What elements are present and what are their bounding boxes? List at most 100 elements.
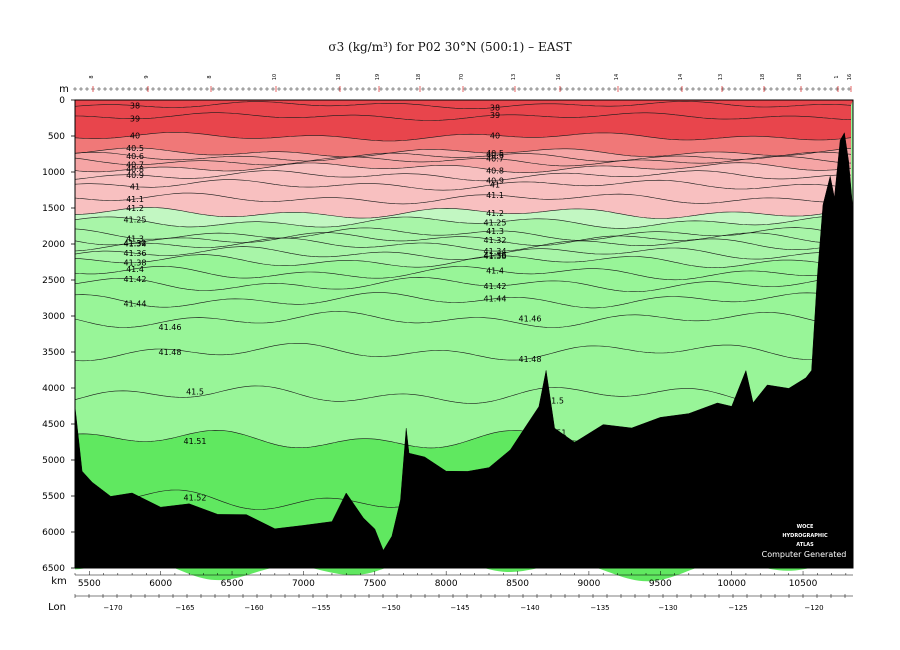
lon-tick-label: −160	[244, 604, 263, 612]
woce-watermark: WOCE HYDROGRAPHIC ATLAS Computer Generated	[762, 524, 847, 559]
lon-tick-label: −120	[804, 604, 823, 612]
isopycnal-line	[74, 179, 852, 191]
contour-label: 41.5	[186, 388, 204, 397]
contour-label: 41.4	[126, 265, 144, 274]
depth-tick-label: 4000	[42, 384, 65, 394]
km-tick-label: 9000	[577, 579, 600, 589]
density-band	[75, 238, 851, 260]
depth-tick-label: 0	[59, 96, 65, 106]
contour-label: 40	[490, 131, 500, 140]
isopycnal-line	[74, 237, 852, 252]
chart-title: σ3 (kg/m³) for P02 30°N (500:1) – EAST	[328, 40, 572, 54]
depth-tick-label: 6000	[42, 528, 65, 538]
isopycnal-line	[74, 254, 851, 269]
km-tick-label: 6000	[149, 579, 172, 589]
station-label: 16	[847, 74, 853, 80]
contour-label: 41.3	[486, 227, 504, 236]
contour-label: 41.44	[124, 300, 147, 309]
station-label: 18	[336, 74, 342, 80]
contour-label: 41.52	[184, 493, 207, 502]
contour-label: 41.36	[124, 249, 147, 258]
km-tick-label: 10500	[789, 579, 818, 589]
contour-label: 41.44	[484, 295, 507, 304]
density-band	[75, 132, 851, 157]
km-tick-label: 7500	[363, 579, 386, 589]
contour-label: 40	[130, 132, 140, 141]
lon-tick-label: −170	[103, 604, 122, 612]
contour-label: 41.34	[124, 239, 147, 248]
seafloor	[74, 132, 854, 569]
station-label: 14	[678, 74, 684, 80]
km-tick-label: 5500	[78, 579, 101, 589]
density-band	[75, 311, 851, 361]
isopycnal-line	[74, 132, 852, 142]
density-band	[75, 277, 851, 308]
km-tick-label: 8500	[506, 579, 529, 589]
isopycnal-line	[74, 147, 852, 158]
isopycnal-line	[74, 385, 852, 405]
contour-label: 40.6	[486, 151, 504, 160]
contour-label: 40.9	[486, 176, 504, 185]
density-band	[75, 170, 851, 191]
lon-tick-label: −165	[175, 604, 194, 612]
isopycnal-line	[74, 232, 852, 246]
contour-label: 41.2	[486, 209, 504, 218]
contour-label: 41.42	[124, 275, 147, 284]
isopycnal-line	[74, 311, 852, 328]
x-axis-unit: km	[51, 576, 67, 587]
contour-label: 40.8	[486, 166, 504, 175]
contour-label: 41.51	[544, 429, 567, 438]
lon-tick-label: −125	[728, 604, 747, 612]
contour-label: 40.6	[126, 152, 144, 161]
contour-label: 41.1	[126, 195, 144, 204]
watermark-line: WOCE	[797, 524, 814, 530]
depth-axis: 0 500 1000 1500 2000 2500 3000 3500 4000 4500 5000…	[42, 96, 75, 574]
station-label: 10	[272, 74, 278, 80]
station-label: 70	[459, 74, 465, 80]
station-label: 9	[144, 75, 150, 78]
contour-label: 40.9	[126, 171, 144, 180]
contour-label: 41.3	[126, 234, 144, 243]
contour-label: 41.2	[126, 204, 144, 213]
isopycnal-line	[74, 266, 852, 281]
density-band	[75, 156, 851, 173]
isopycnal-line	[74, 112, 852, 121]
contour-label: 41.48	[159, 348, 182, 357]
contour-label: 41.25	[484, 218, 507, 227]
density-band	[75, 179, 851, 204]
depth-tick-label: 5000	[42, 456, 65, 466]
isopycnal-line	[74, 343, 852, 362]
depth-tick-label: 2500	[42, 276, 65, 286]
contour-label: 41.46	[159, 323, 182, 332]
lon-tick-label: −135	[590, 604, 609, 612]
lon-tick-label: −140	[520, 604, 539, 612]
depth-tick-label: 2000	[42, 240, 65, 250]
computer-generated-credit: Computer Generated	[762, 550, 847, 559]
isopycnal-line	[74, 162, 852, 173]
contour-label: 41.32	[484, 236, 507, 245]
isopycnal-line	[74, 246, 852, 260]
density-band	[75, 254, 851, 280]
y-axis-unit: m	[59, 84, 69, 95]
density-band	[75, 232, 851, 252]
depth-tick-label: 3000	[42, 312, 65, 322]
contour-label: 41.5	[546, 396, 564, 405]
contour-label: 41.51	[184, 437, 207, 446]
density-band	[75, 266, 851, 292]
contour-label: 40.5	[486, 149, 504, 158]
km-tick-label: 9500	[649, 579, 672, 589]
station-label: 19	[375, 74, 381, 80]
lon-tick-label: −155	[311, 604, 330, 612]
watermark-line: HYDROGRAPHIC	[782, 533, 828, 539]
density-band	[75, 112, 851, 141]
isopycnal-line	[74, 170, 852, 182]
isopycnal-line	[74, 192, 852, 205]
isopycnal-line	[74, 216, 852, 229]
density-band	[75, 343, 851, 405]
isopycnal-line	[74, 276, 851, 292]
contour-label: 38	[490, 104, 500, 113]
station-label: 18	[760, 74, 766, 80]
contour-label: 41.1	[486, 191, 504, 200]
density-band	[75, 246, 851, 268]
